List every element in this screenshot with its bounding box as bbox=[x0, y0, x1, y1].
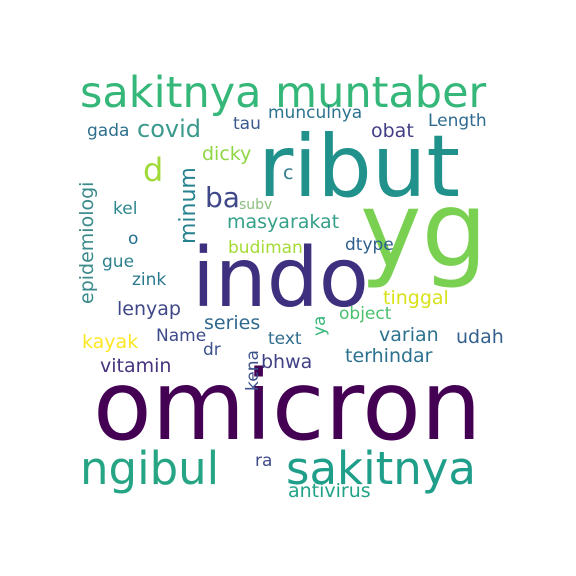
word-ba: ba bbox=[205, 181, 240, 214]
word-lenyap: lenyap bbox=[117, 298, 181, 320]
word-tinggal: tinggal bbox=[383, 287, 449, 309]
word-varian: varian bbox=[379, 324, 439, 346]
word-o: o bbox=[128, 229, 139, 249]
word-series: series bbox=[204, 312, 261, 334]
word-ya: ya bbox=[310, 315, 330, 336]
word-yg: yg bbox=[360, 169, 488, 291]
word-object: object bbox=[339, 304, 392, 324]
word-minum: minum bbox=[176, 167, 201, 244]
word-text: text bbox=[268, 329, 302, 349]
word-udah: udah bbox=[456, 326, 504, 348]
word-gada: gada bbox=[87, 121, 130, 141]
word-subv: subv bbox=[239, 197, 273, 213]
word-c: c bbox=[283, 162, 294, 184]
word-length: Length bbox=[428, 111, 487, 131]
word-budiman: budiman bbox=[228, 238, 303, 258]
word-antivirus: antivirus bbox=[288, 480, 371, 502]
word-ra: ra bbox=[255, 451, 273, 471]
word-omicron: omicron bbox=[93, 350, 482, 462]
word-dtype: dtype bbox=[345, 235, 394, 255]
word-munculnya: munculnya bbox=[268, 103, 363, 123]
word-ribut: ribut bbox=[258, 117, 461, 217]
word-dr: dr bbox=[203, 340, 221, 360]
word-zink: zink bbox=[132, 270, 167, 290]
word-d: d bbox=[143, 151, 164, 189]
word-dicky: dicky bbox=[202, 143, 252, 165]
word-indo: indo bbox=[192, 231, 369, 326]
word-sakitnya: sakitnya bbox=[286, 442, 476, 495]
word-kel: kel bbox=[113, 199, 138, 219]
word-covid: covid bbox=[137, 115, 201, 143]
word-obat: obat bbox=[371, 120, 414, 142]
word-epidemiologi: epidemiologi bbox=[76, 181, 98, 304]
word-tau: tau bbox=[233, 114, 261, 134]
word-masyarakat: masyarakat bbox=[227, 211, 340, 233]
word-kena: kena bbox=[243, 350, 263, 391]
word-ngibul: ngibul bbox=[80, 442, 220, 495]
word-sakitnya-muntaber: sakitnya muntaber bbox=[80, 68, 487, 118]
word-gue: gue bbox=[102, 252, 135, 272]
word-name: Name bbox=[156, 326, 207, 346]
word-bhwa: bhwa bbox=[261, 351, 313, 373]
word-kayak: kayak bbox=[82, 331, 139, 353]
word-terhindar: terhindar bbox=[345, 345, 433, 367]
word-vitamin: vitamin bbox=[100, 355, 172, 377]
